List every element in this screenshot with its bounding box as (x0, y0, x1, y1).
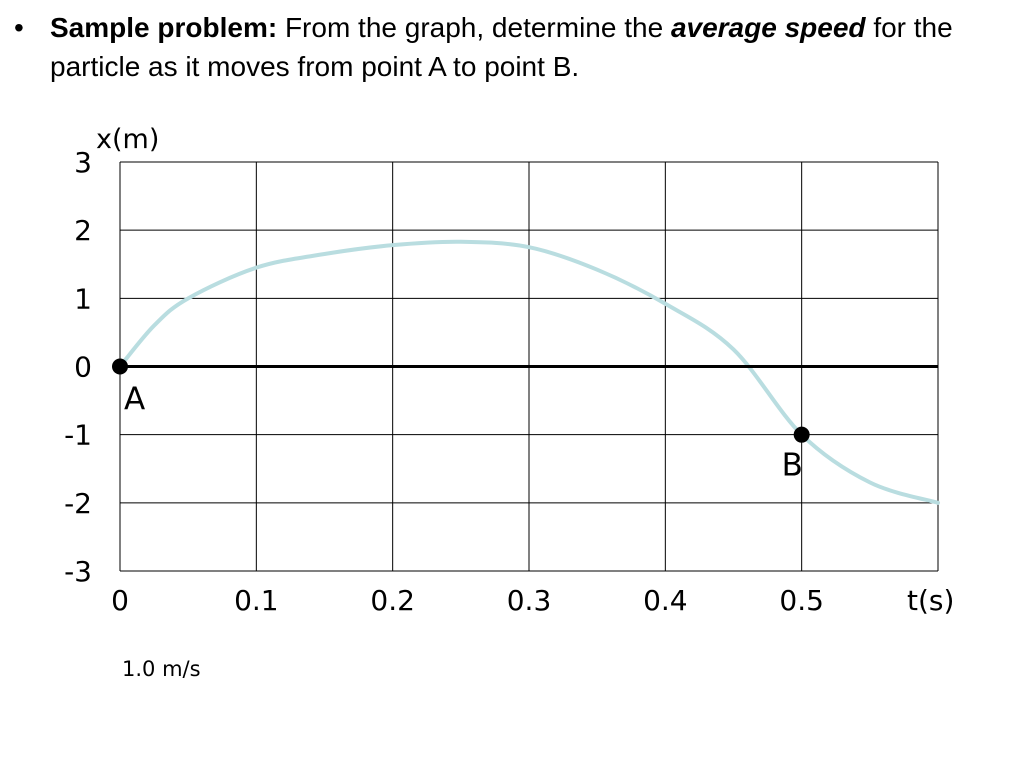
point-a-label: A (124, 382, 145, 418)
problem-text: Sample problem: From the graph, determin… (50, 8, 1004, 86)
point-b-marker (793, 426, 810, 443)
problem-text-2: for the particle as it moves from point … (50, 12, 953, 82)
y-tick-label: -2 (64, 487, 92, 520)
emphasis-average: average (670, 12, 777, 43)
y-tick-label: -1 (64, 419, 92, 452)
point-b-label: B (782, 448, 803, 484)
chart-points: AB (112, 358, 810, 484)
x-tick-label: 0 (111, 584, 129, 617)
bullet-glyph: • (14, 12, 24, 43)
x-tick-label: 0.4 (643, 584, 688, 617)
problem-statement: • Sample problem: From the graph, determ… (14, 8, 1004, 86)
x-axis-label: t(s) (907, 584, 954, 617)
y-axis-label: x(m) (96, 124, 159, 155)
answer-text: 1.0 m/s (122, 657, 201, 681)
emphasis-speed: speed (784, 12, 866, 43)
y-tick-label: 3 (74, 146, 92, 179)
x-tick-label: 0.2 (370, 584, 415, 617)
point-a-marker (112, 358, 128, 375)
problem-text-1: From the graph, determine the (284, 12, 664, 43)
y-tick-label: 1 (74, 282, 92, 315)
y-tick-label: -3 (64, 555, 92, 588)
y-tick-label: 0 (74, 351, 92, 384)
problem-lead: Sample problem: (50, 12, 278, 43)
chart-tick-labels: 3 2 1 0 -1 -2 -3 0 0.1 0.2 0.3 0.4 0.5 (64, 146, 824, 617)
x-tick-label: 0.1 (234, 584, 279, 617)
x-tick-label: 0.3 (507, 584, 552, 617)
y-tick-label: 2 (74, 214, 92, 247)
x-tick-label: 0.5 (779, 584, 824, 617)
